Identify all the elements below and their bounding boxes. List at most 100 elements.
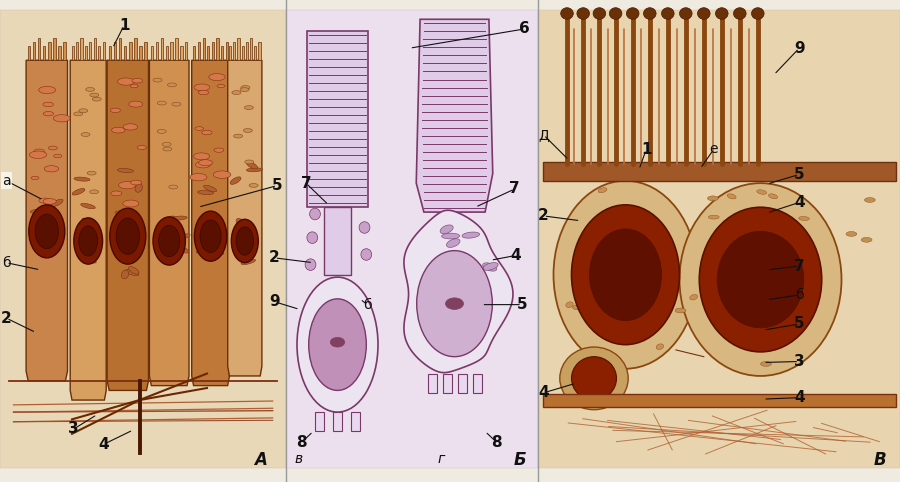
Bar [140, 46, 142, 60]
Ellipse shape [53, 115, 70, 122]
Ellipse shape [297, 277, 378, 412]
Text: 5: 5 [794, 167, 805, 182]
Ellipse shape [231, 219, 258, 263]
Text: 4: 4 [538, 385, 549, 401]
Ellipse shape [54, 154, 62, 158]
Ellipse shape [330, 337, 345, 347]
Ellipse shape [734, 8, 746, 19]
Bar [543, 394, 896, 407]
Bar [221, 46, 223, 60]
Text: 1: 1 [641, 142, 652, 157]
Ellipse shape [662, 8, 674, 19]
Bar [226, 42, 228, 60]
Bar [119, 38, 122, 60]
Bar [194, 46, 195, 60]
Ellipse shape [680, 183, 842, 376]
Bar [103, 42, 104, 60]
Ellipse shape [689, 295, 698, 300]
Ellipse shape [119, 182, 136, 189]
Ellipse shape [137, 146, 147, 149]
Ellipse shape [130, 180, 141, 185]
Ellipse shape [130, 84, 138, 88]
Ellipse shape [241, 259, 256, 265]
Ellipse shape [74, 177, 90, 181]
Ellipse shape [572, 205, 680, 345]
Polygon shape [416, 19, 493, 212]
Polygon shape [404, 210, 513, 373]
Ellipse shape [865, 198, 876, 202]
Bar [233, 42, 235, 60]
Ellipse shape [234, 134, 243, 138]
Ellipse shape [699, 207, 822, 352]
Bar [144, 42, 147, 60]
Text: 7: 7 [301, 175, 311, 191]
Bar [32, 42, 35, 60]
Ellipse shape [90, 93, 99, 97]
Text: 3: 3 [68, 421, 79, 437]
Ellipse shape [158, 225, 180, 256]
Ellipse shape [110, 108, 121, 113]
Ellipse shape [116, 218, 140, 254]
Text: 4: 4 [794, 390, 805, 405]
Text: 3: 3 [794, 354, 805, 369]
Ellipse shape [247, 161, 257, 169]
Bar [129, 42, 131, 60]
Ellipse shape [43, 199, 57, 204]
Ellipse shape [236, 218, 244, 227]
Bar [443, 374, 452, 393]
Bar [202, 38, 205, 60]
Ellipse shape [158, 130, 166, 134]
Ellipse shape [554, 181, 698, 369]
Ellipse shape [208, 220, 215, 228]
Bar [286, 10, 538, 468]
Ellipse shape [29, 205, 65, 258]
Bar [250, 38, 252, 60]
Text: 7: 7 [509, 181, 520, 197]
Bar [185, 42, 187, 60]
Ellipse shape [39, 198, 51, 203]
Ellipse shape [245, 106, 254, 109]
Text: 6: 6 [519, 21, 530, 37]
Ellipse shape [455, 329, 473, 335]
Ellipse shape [110, 208, 146, 264]
Bar [94, 38, 96, 60]
Ellipse shape [196, 248, 211, 253]
Bar [473, 374, 482, 393]
Ellipse shape [135, 184, 142, 192]
Text: б: б [2, 255, 11, 270]
Ellipse shape [111, 191, 122, 196]
Ellipse shape [451, 346, 467, 353]
Ellipse shape [33, 214, 47, 221]
Ellipse shape [92, 97, 101, 101]
Ellipse shape [249, 184, 258, 187]
Ellipse shape [446, 239, 460, 247]
Ellipse shape [200, 220, 221, 253]
Bar [315, 412, 324, 431]
Text: г: г [437, 452, 445, 466]
Ellipse shape [79, 226, 97, 256]
Text: А: А [255, 451, 267, 469]
Ellipse shape [167, 83, 176, 87]
Polygon shape [228, 60, 262, 376]
Ellipse shape [212, 218, 223, 226]
Ellipse shape [171, 216, 187, 220]
Text: 9: 9 [794, 40, 805, 56]
Ellipse shape [132, 79, 143, 83]
Bar [258, 42, 260, 60]
Ellipse shape [572, 305, 583, 310]
Ellipse shape [457, 284, 468, 294]
Bar [134, 38, 137, 60]
Bar [63, 42, 66, 60]
Ellipse shape [442, 233, 460, 239]
Ellipse shape [72, 188, 85, 195]
Ellipse shape [158, 240, 170, 246]
Text: в: в [294, 452, 303, 466]
Ellipse shape [172, 102, 181, 106]
Ellipse shape [43, 102, 53, 107]
Ellipse shape [39, 86, 56, 94]
Ellipse shape [51, 199, 63, 206]
Ellipse shape [163, 147, 172, 151]
Ellipse shape [217, 84, 225, 88]
Ellipse shape [846, 231, 857, 236]
Ellipse shape [162, 216, 175, 223]
